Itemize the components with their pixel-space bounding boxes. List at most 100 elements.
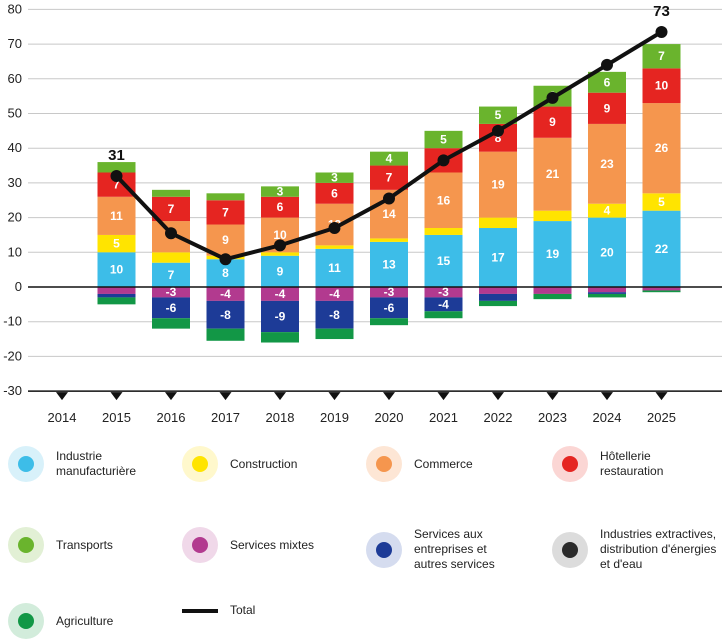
bar-segment <box>588 217 626 287</box>
x-tick-marker <box>219 392 232 401</box>
bar-segment <box>642 68 681 104</box>
bar-value-label: 22 <box>655 242 669 256</box>
legend-dot <box>192 537 208 553</box>
bar-segment <box>642 290 681 293</box>
bar-value-label: 13 <box>382 257 396 271</box>
bar-value-label: 21 <box>546 167 560 181</box>
legend-dot <box>192 456 208 472</box>
legend-item: Hôtellerie restauration <box>552 446 663 482</box>
bar-segment <box>642 103 681 194</box>
legend-swatch <box>182 446 218 482</box>
bar-segment <box>370 318 408 326</box>
bar-value-label: 16 <box>437 193 451 207</box>
bar-segment <box>315 182 354 204</box>
bar-segment <box>261 287 299 301</box>
x-tick-label: 2024 <box>593 410 622 425</box>
bar-segment <box>370 287 408 298</box>
legend-swatch <box>8 527 44 563</box>
bar-value-label: -3 <box>438 285 449 299</box>
bar-value-label: 9 <box>604 101 611 115</box>
bar-segment <box>315 287 354 301</box>
bar-segment <box>315 245 354 249</box>
bar-value-label: 3 <box>277 185 284 199</box>
legend-swatch <box>8 446 44 482</box>
bar-segment <box>152 287 190 298</box>
total-point <box>546 91 559 104</box>
legend-dot <box>562 541 578 558</box>
y-tick-label: 0 <box>15 279 22 294</box>
bar-value-label: 7 <box>658 49 665 63</box>
bar-value-label: 7 <box>113 178 120 192</box>
bar-segment <box>152 189 190 197</box>
bar-value-label: 6 <box>277 200 284 214</box>
bar-segment <box>424 130 463 149</box>
bar-segment <box>261 252 299 256</box>
y-tick-label: 20 <box>8 210 22 225</box>
bar-segment <box>533 221 572 287</box>
bar-value-label: 6 <box>604 75 611 89</box>
legend-item: Transports <box>8 527 113 563</box>
bar-value-label: 9 <box>277 264 284 278</box>
legend-item: Industries extractives, distribution d'é… <box>552 527 716 572</box>
bar-value-label: 15 <box>437 254 451 268</box>
y-tick-label: 60 <box>8 71 22 86</box>
y-tick-label: 80 <box>8 1 22 16</box>
x-tick-label: 2025 <box>647 410 676 425</box>
bar-segment <box>97 287 136 294</box>
bar-value-label: 9 <box>222 233 229 247</box>
bar-segment <box>588 92 626 124</box>
bar-segment <box>479 228 517 287</box>
bar-value-label: -8 <box>329 308 340 322</box>
bar-segment <box>533 210 572 222</box>
x-tick-marker <box>56 392 68 401</box>
legend-item: Services mixtes <box>182 527 314 563</box>
bar-segment <box>97 297 136 305</box>
legend-swatch <box>552 531 588 568</box>
legend-line-swatch <box>182 608 218 613</box>
legend-dot <box>376 541 392 558</box>
bar-value-label: -4 <box>275 287 286 301</box>
legend-swatch <box>552 446 588 482</box>
legend-swatch <box>8 603 44 639</box>
x-tick-label: 2022 <box>484 410 513 425</box>
x-tick-marker <box>274 392 286 401</box>
legend-item: Services aux entreprises et autres servi… <box>366 527 495 572</box>
bar-segment <box>261 186 299 197</box>
legend-label: Transports <box>56 537 113 552</box>
total-point <box>492 124 504 137</box>
total-point <box>601 58 613 71</box>
legend-item: Agriculture <box>8 603 113 639</box>
total-point <box>437 154 450 167</box>
bar-segment <box>370 241 408 287</box>
bar-segment <box>588 203 626 218</box>
bar-value-label: 10 <box>273 228 287 242</box>
x-axis: 2014 2015 2016 2017 2018 2019 2020 2021 2022 2023… <box>28 286 722 425</box>
total-point <box>328 222 341 235</box>
y-axis-ticks: -30 -20 -10 0 10 20 30 40 50 60 70 80 <box>3 1 22 398</box>
x-tick-marker <box>546 392 559 401</box>
legend-label: Services aux entreprises et autres servi… <box>414 527 495 571</box>
total-value-label: 31 <box>108 147 125 164</box>
total-point <box>383 192 395 205</box>
bar-segment <box>370 151 408 166</box>
bar-segment <box>588 292 626 294</box>
x-tick-label: 2019 <box>320 410 349 425</box>
y-tick-label: -20 <box>3 348 22 363</box>
bar-segment <box>315 328 354 340</box>
legend-swatch <box>182 527 218 563</box>
y-tick-label: 70 <box>8 36 22 51</box>
x-tick-label: 2015 <box>102 410 131 425</box>
y-tick-label: -30 <box>3 383 22 398</box>
bar-segment <box>424 311 463 319</box>
bar-segment <box>533 293 572 300</box>
x-tick-label: 2014 <box>48 410 77 425</box>
bar-segment <box>424 172 463 229</box>
bar-segment <box>424 234 463 287</box>
legend-swatch <box>366 531 402 568</box>
bar-segment <box>315 172 354 183</box>
y-tick-label: 50 <box>8 106 22 121</box>
legend-item: Commerce <box>366 446 473 482</box>
bar-segment <box>533 137 572 211</box>
bar-value-label: 4 <box>386 152 393 166</box>
bar-segment <box>206 328 245 341</box>
